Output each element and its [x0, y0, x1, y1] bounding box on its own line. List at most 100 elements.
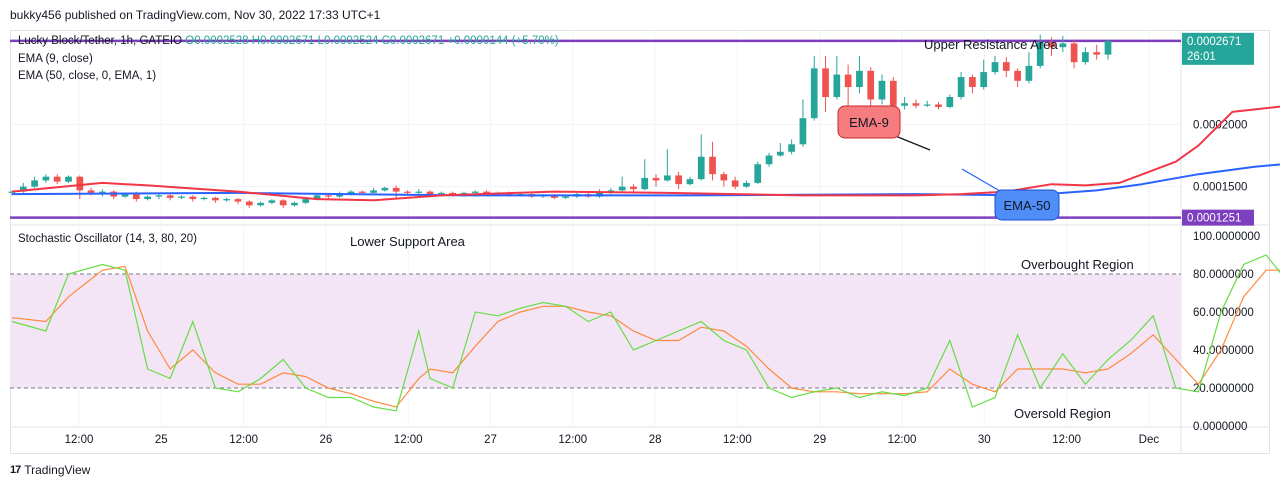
ema50-callout: [994, 189, 1060, 221]
candle-body: [404, 191, 411, 193]
symbol-title: Lucky Block/Tether, 1h, GATEIO: [18, 35, 183, 47]
candle-body: [212, 197, 219, 201]
stoch-tick-label: 60.0000000: [1193, 307, 1254, 319]
candle-body: [42, 176, 50, 181]
ema9-pointer: [892, 134, 931, 151]
candles-group: [8, 34, 1112, 208]
candle-body: [1036, 42, 1044, 66]
upper-resistance-label: Upper Resistance Area: [924, 37, 1058, 52]
candle-body: [19, 186, 27, 192]
candle-body: [1082, 52, 1089, 63]
candle-body: [686, 179, 694, 185]
candle-body: [776, 151, 784, 156]
candle-body: [223, 199, 231, 201]
candle-body: [1002, 62, 1010, 71]
candle-body: [178, 196, 185, 198]
stoch-d-line: [11, 265, 1280, 408]
candle-body: [87, 190, 95, 193]
time-tick-label: 27: [484, 434, 497, 446]
candle-body: [867, 70, 875, 100]
candle-body: [245, 201, 253, 206]
candle-body: [336, 194, 344, 197]
candle-body: [856, 70, 863, 88]
candle-body: [1059, 43, 1067, 48]
candle-body: [969, 77, 976, 88]
stoch-tick-label: 40.0000000: [1193, 345, 1254, 357]
time-tick-label: Dec: [1139, 434, 1160, 446]
candle-body: [438, 192, 445, 195]
time-tick-label: 12:00: [229, 434, 258, 446]
candle-body: [370, 190, 377, 193]
candle-body: [189, 196, 197, 200]
overbought-label: Overbought Region: [1021, 257, 1134, 272]
ema9-line: [11, 105, 1280, 202]
candle-body: [641, 177, 649, 190]
candle-body: [912, 103, 920, 106]
candle-body: [1048, 42, 1055, 48]
stoch-tick-label: 80.0000000: [1193, 269, 1254, 281]
candle-body: [889, 80, 897, 106]
ema50-pointer: [961, 168, 1006, 195]
candle-body: [31, 180, 38, 187]
publisher-line: bukky456 published on TradingView.com, N…: [10, 8, 381, 22]
ema50-line: [11, 163, 1280, 197]
candle-body: [381, 187, 389, 191]
candle-body: [697, 156, 705, 180]
candle-body: [358, 191, 366, 193]
time-tick-label: 12:00: [558, 434, 587, 446]
candle-body: [132, 194, 140, 200]
candle-body: [392, 187, 400, 192]
candle-body: [166, 195, 174, 198]
candle-body: [1025, 65, 1033, 81]
candle-body: [675, 175, 682, 185]
candle-body: [1093, 52, 1101, 55]
ema9-callout-text: EMA-9: [849, 115, 889, 130]
candle-body: [121, 194, 129, 197]
candle-body: [878, 80, 886, 100]
candle-body: [788, 144, 795, 152]
candle-body: [415, 191, 423, 193]
footer: 17 TradingView: [10, 463, 90, 477]
candle-body: [65, 176, 72, 182]
candle-body: [234, 199, 242, 202]
candle-body: [99, 191, 106, 193]
price-tick-label: 0.0001500: [1193, 182, 1247, 194]
time-tick-label: 26: [320, 434, 333, 446]
candle-body: [957, 77, 965, 97]
candle-body: [810, 68, 818, 119]
candle-body: [833, 74, 841, 97]
candle-body: [426, 191, 434, 195]
main-legend: Lucky Block/Tether, 1h, GATEIO O0.000252…: [18, 35, 559, 47]
candle-body: [1070, 43, 1078, 63]
current-price-text: 0.0002671: [1187, 36, 1241, 48]
candle-body: [53, 176, 61, 182]
footer-brand: TradingView: [24, 463, 91, 477]
candle-body: [483, 191, 490, 195]
current-price-tag: [1182, 32, 1254, 65]
candle-body: [325, 195, 332, 197]
candle-body: [1014, 70, 1021, 81]
candle-body: [799, 118, 807, 145]
support-price-tag: [1182, 209, 1254, 226]
candle-body: [901, 103, 908, 106]
time-tick-label: 25: [155, 434, 168, 446]
candle-body: [144, 196, 151, 200]
time-tick-label: 12:00: [65, 434, 94, 446]
candle-body: [550, 195, 558, 198]
candle-body: [155, 195, 163, 197]
candle-body: [946, 96, 954, 107]
countdown-text: 26:01: [1187, 51, 1216, 63]
candle-body: [268, 200, 276, 203]
candle-body: [765, 155, 773, 165]
candle-body: [935, 104, 942, 107]
ema9-legend: EMA (9, close): [18, 53, 93, 65]
candle-body: [630, 186, 637, 190]
price-tick-label: 0.0002000: [1193, 119, 1247, 131]
time-tick-label: 29: [813, 434, 826, 446]
ema50-callout-text: EMA-50: [1004, 198, 1051, 213]
ema50-legend: EMA (50, close, 0, EMA, 1): [18, 70, 157, 82]
time-tick-label: 30: [978, 434, 991, 446]
candle-body: [313, 195, 321, 200]
candle-body: [652, 177, 660, 181]
